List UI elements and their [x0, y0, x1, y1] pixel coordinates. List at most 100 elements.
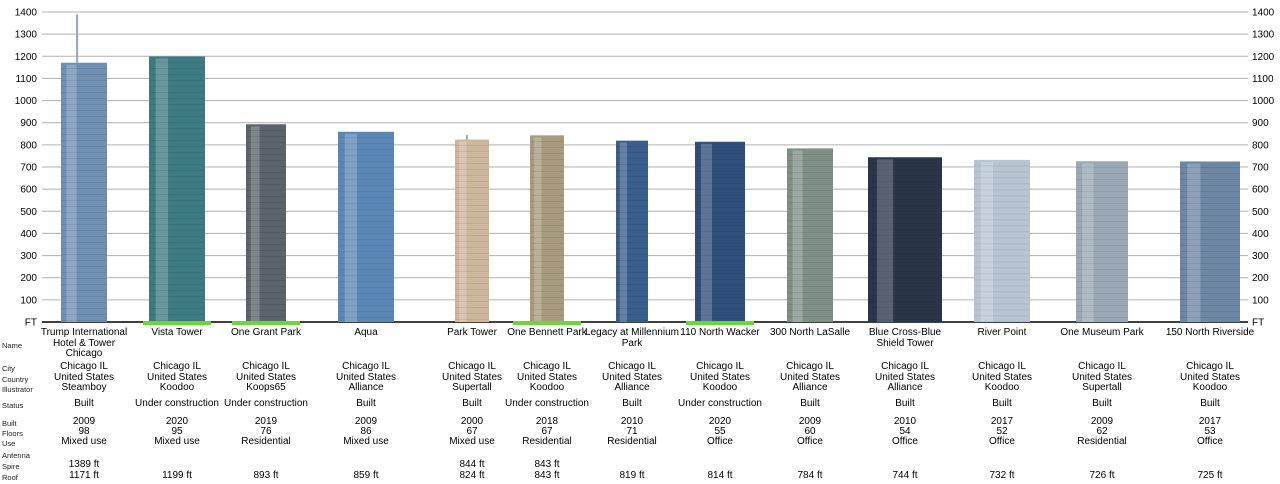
building-floors: 53	[1204, 426, 1216, 437]
building-floors: 54	[899, 426, 911, 437]
tick-label-right: 900	[1252, 118, 1269, 129]
building-status: Built	[895, 398, 915, 409]
building-use: Mixed use	[61, 436, 107, 447]
building-built: 2020	[708, 416, 732, 427]
building-name: One Museum Park	[1060, 327, 1144, 338]
buildings	[61, 14, 1240, 325]
ground-grass	[686, 321, 754, 325]
building-one-bennett-park	[530, 135, 564, 322]
building-roof: 726 ft	[1089, 470, 1115, 481]
tick-label-left: 500	[20, 207, 37, 218]
building-country: United States	[689, 372, 751, 383]
building-illustrator: Supertall	[452, 382, 492, 393]
building-body	[1076, 161, 1128, 322]
tick-label-left: FT	[25, 318, 37, 329]
building-city: Chicago IL	[696, 361, 744, 372]
building-roof: 859 ft	[353, 470, 379, 481]
building-country: United States	[1071, 372, 1133, 383]
building-use: Mixed use	[449, 436, 495, 447]
row-label-floors: Floors	[2, 429, 23, 438]
building-roof: 784 ft	[797, 470, 823, 481]
building-country: United States	[146, 372, 208, 383]
axis-ticks: 1400 1400 1300 1300 1200 1200 1100 1100 1000 1000…	[15, 8, 1275, 329]
building-name: Legacy at Millennium Park	[585, 327, 679, 349]
tick-label-right: 300	[1252, 251, 1269, 262]
building-status: Built	[800, 398, 820, 409]
tick-label-left: 1000	[15, 96, 38, 107]
building-illustrator: Supertall	[1082, 382, 1122, 393]
tick-label-right: 700	[1252, 163, 1269, 174]
row-label-spire: Spire	[2, 462, 20, 471]
tick-label-left: 700	[20, 163, 37, 174]
building-use: Office	[1197, 436, 1223, 447]
building-roof: 819 ft	[619, 470, 645, 481]
building-use: Residential	[241, 436, 291, 447]
building-spire: 1389 ft	[68, 459, 100, 470]
building-highlight	[1082, 163, 1094, 322]
building-roof: 725 ft	[1197, 470, 1223, 481]
building-built: 2018	[535, 416, 559, 427]
building-country: United States	[971, 372, 1033, 383]
building-country: United States	[235, 372, 297, 383]
building-city: Chicago IL	[1078, 361, 1126, 372]
building-trump-international-hotel-tower-chicago	[61, 14, 107, 322]
building-highlight	[792, 150, 803, 322]
tick-label-right: 600	[1252, 185, 1269, 196]
building-floors: 95	[171, 426, 183, 437]
row-label-status: Status	[2, 401, 24, 410]
building-illustrator: Koodoo	[529, 382, 565, 393]
building-country: United States	[516, 372, 578, 383]
building-name: One Bennett Park	[507, 327, 587, 338]
building-name: One Grant Park	[230, 327, 302, 338]
building-one-grant-park	[246, 124, 286, 322]
row-label-country: Country	[2, 375, 29, 384]
tick-label-right: 1300	[1252, 30, 1275, 41]
building-floors: 71	[626, 426, 638, 437]
building-country: United States	[601, 372, 663, 383]
building-use: Residential	[522, 436, 572, 447]
building-park-tower	[455, 135, 489, 322]
ground-grass	[513, 321, 581, 325]
building-use: Mixed use	[343, 436, 389, 447]
building-body	[974, 159, 1030, 322]
building-city: Chicago IL	[608, 361, 656, 372]
building-highlight	[980, 161, 994, 322]
building-body	[246, 124, 286, 322]
building-floors: 52	[996, 426, 1008, 437]
building-body	[695, 141, 745, 322]
tick-label-left: 600	[20, 185, 37, 196]
building-use: Office	[707, 436, 733, 447]
building-floors: 55	[714, 426, 726, 437]
building-body	[338, 131, 394, 322]
building-name: Park Tower	[447, 327, 497, 338]
building-highlight	[250, 126, 260, 322]
tick-label-right: FT	[1252, 318, 1264, 329]
row-label-roof: Roof	[2, 473, 18, 482]
building-use: Residential	[1077, 436, 1127, 447]
building-status: Built	[1092, 398, 1112, 409]
building-status: Built	[992, 398, 1012, 409]
building-roof: 843 ft	[534, 470, 560, 481]
building-status: Under construction	[678, 398, 762, 409]
building-illustrator: Alliance	[348, 382, 384, 393]
building-status: Built	[462, 398, 482, 409]
tick-label-left: 1300	[15, 30, 38, 41]
row-label-illustrator: Illustrator	[2, 385, 33, 394]
tick-label-right: 400	[1252, 229, 1269, 240]
tick-label-left: 400	[20, 229, 37, 240]
tick-label-right: 800	[1252, 140, 1269, 151]
building-highlight	[701, 143, 712, 322]
building-use: Office	[892, 436, 918, 447]
building-built: 2000	[460, 416, 484, 427]
building-status: Built	[1200, 398, 1220, 409]
building-vista-tower	[149, 56, 205, 322]
building-city: Chicago IL	[242, 361, 290, 372]
building-city: Chicago IL	[1186, 361, 1234, 372]
tick-label-left: 300	[20, 251, 37, 262]
building-roof: 893 ft	[253, 470, 279, 481]
building-built: 2019	[254, 416, 278, 427]
building-roof: 814 ft	[707, 470, 733, 481]
building-highlight	[876, 159, 894, 322]
building-roof: 732 ft	[989, 470, 1015, 481]
building-built: 2017	[990, 416, 1014, 427]
